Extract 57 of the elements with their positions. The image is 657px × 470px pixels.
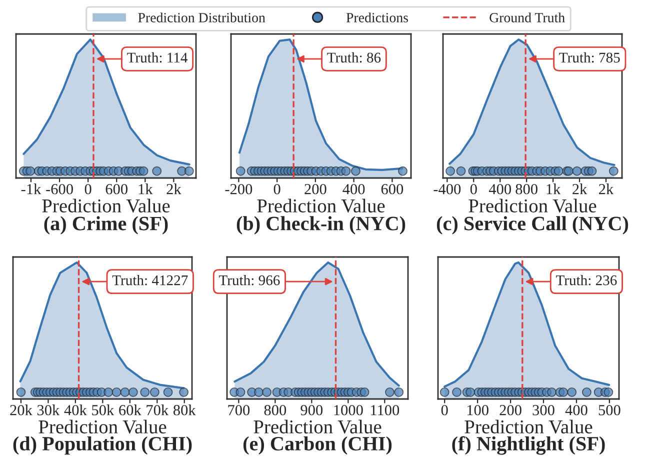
legend-label: Ground Truth — [490, 12, 565, 22]
x-tick-label: 900 — [300, 404, 323, 416]
annotation: Truth: 785 — [559, 52, 620, 63]
text: (a) Crime (SF) — [44, 216, 168, 234]
x-tick-label: 1k — [546, 184, 561, 194]
legend-label: Prediction Distribution — [138, 12, 266, 22]
x-tick-label: 400 — [342, 184, 365, 194]
x-tick-label: 400 — [565, 404, 588, 416]
x-tick-label: 200 — [500, 404, 522, 416]
text: (d) Population (CHI) — [13, 436, 192, 455]
x-tick-label: 600 — [381, 184, 404, 194]
annotation: Truth: 86 — [327, 52, 381, 63]
x-axis-title: Prediction Value — [254, 420, 382, 434]
x-tick-label: 0 — [470, 184, 477, 194]
x-tick-label: 700 — [228, 404, 250, 416]
text: (b) Check-in (NYC) — [236, 216, 406, 234]
x-tick-label: 200 — [304, 184, 326, 194]
x-tick-label: 60k — [119, 404, 142, 416]
x-tick-label: 600 — [106, 184, 128, 194]
x-axis-title: Prediction Value — [464, 420, 592, 434]
x-tick-label: 1100 — [371, 404, 400, 416]
x-tick-label: 2k — [599, 184, 614, 194]
x-tick-label: 0 — [274, 184, 280, 194]
annotation: Truth: 236 — [556, 274, 617, 286]
x-axis-title: Prediction Value — [468, 198, 596, 213]
x-tick-label: -200 — [225, 184, 252, 194]
x-axis-title: Prediction Value — [257, 198, 385, 213]
x-tick-label: 80k — [173, 404, 196, 416]
annotation: Truth: 114 — [127, 52, 188, 63]
x-tick-label: 70k — [146, 404, 169, 416]
text: (e) Carbon (CHI) — [243, 436, 392, 455]
x-axis-title: Prediction Value — [38, 420, 166, 434]
legend-label: Predictions — [346, 12, 408, 22]
x-tick-label: 2k — [572, 184, 588, 194]
x-tick-label: 400 — [488, 184, 511, 194]
x-tick-label: 800 — [264, 404, 286, 416]
x-tick-label: 1000 — [334, 404, 363, 416]
x-tick-label: 0 — [84, 184, 92, 194]
x-tick-label: 2k — [166, 184, 182, 194]
x-tick-label: 500 — [598, 404, 620, 416]
x-tick-label: 40k — [64, 404, 87, 416]
x-tick-label: 20k — [10, 404, 32, 416]
text: (c) Service Call (NYC) — [436, 216, 628, 234]
x-tick-label: 0 — [441, 404, 448, 416]
x-axis-title: Prediction Value — [42, 198, 170, 213]
x-tick-label: 1k — [138, 184, 153, 194]
annotation: Truth: 966 — [218, 274, 280, 286]
x-tick-label: -600 — [46, 184, 73, 194]
annotation: Truth: 41227 — [112, 274, 188, 286]
x-tick-label: 100 — [467, 404, 488, 416]
x-tick-label: 30k — [37, 404, 60, 416]
x-tick-label: 50k — [92, 404, 114, 416]
x-tick-label: -400 — [434, 184, 461, 194]
x-tick-label: 300 — [532, 404, 554, 416]
x-tick-label: 800 — [516, 184, 538, 194]
text: (f) Nightlight (SF) — [452, 436, 605, 455]
x-tick-label: -1k — [21, 184, 42, 194]
